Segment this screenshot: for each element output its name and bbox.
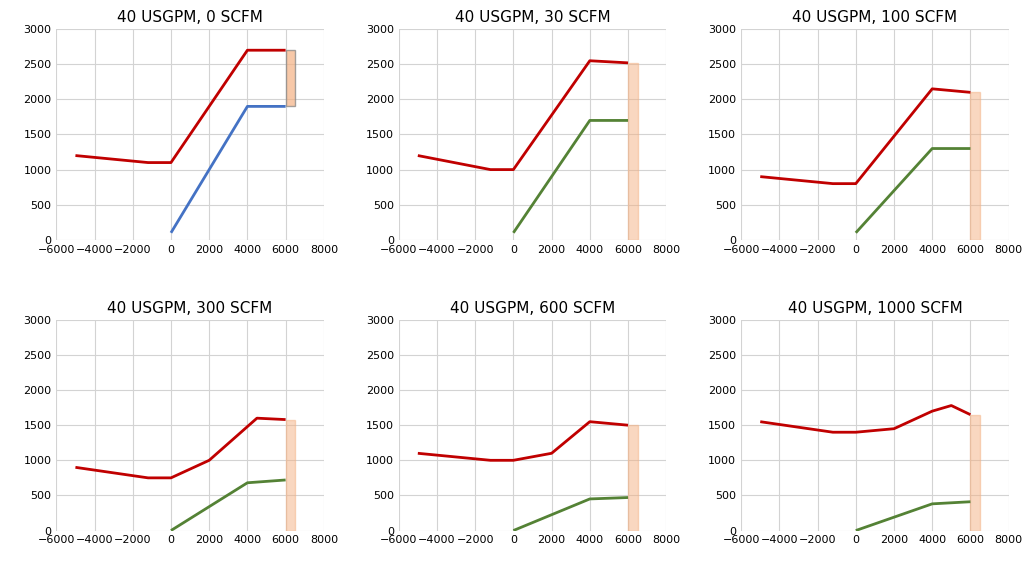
Bar bbox=[628, 425, 638, 531]
Bar bbox=[628, 63, 638, 240]
Title: 40 USGPM, 1000 SCFM: 40 USGPM, 1000 SCFM bbox=[787, 301, 963, 316]
Bar bbox=[971, 415, 980, 531]
Title: 40 USGPM, 30 SCFM: 40 USGPM, 30 SCFM bbox=[455, 10, 610, 25]
Title: 40 USGPM, 0 SCFM: 40 USGPM, 0 SCFM bbox=[117, 10, 263, 25]
Title: 40 USGPM, 600 SCFM: 40 USGPM, 600 SCFM bbox=[450, 301, 615, 316]
Bar bbox=[286, 420, 295, 531]
Title: 40 USGPM, 300 SCFM: 40 USGPM, 300 SCFM bbox=[108, 301, 272, 316]
Title: 40 USGPM, 100 SCFM: 40 USGPM, 100 SCFM bbox=[793, 10, 957, 25]
Bar bbox=[286, 50, 295, 106]
Bar bbox=[971, 92, 980, 240]
